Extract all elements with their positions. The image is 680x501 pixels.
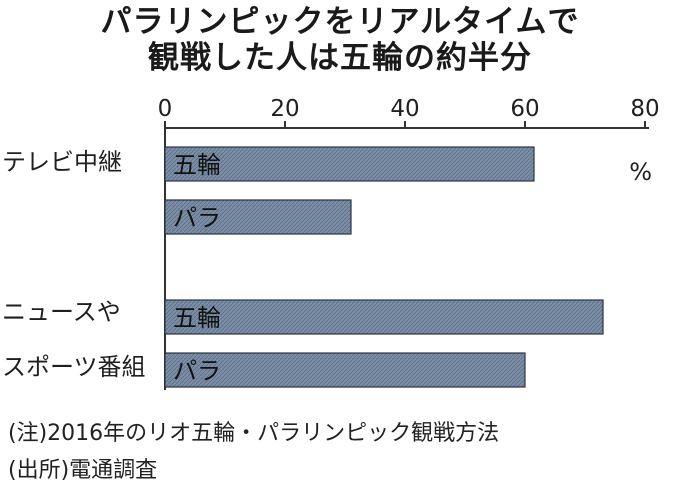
bar (164, 299, 604, 335)
category-label: スポーツ番組 (2, 353, 146, 381)
bar (164, 352, 526, 388)
x-tick-label: 0 (158, 96, 173, 122)
chart-title-line-1: パラリンピックをリアルタイムで (100, 4, 580, 40)
bar (164, 146, 535, 182)
x-tick-label: 60 (510, 96, 539, 122)
source-note: (出所)電通調査 (8, 458, 158, 483)
x-axis: 0 20 40 60 80 (158, 96, 660, 390)
footnote: (注)2016年のリオ五輪・パラリンピック観戦方法 (8, 421, 500, 446)
category-label: テレビ中継 (2, 148, 122, 176)
category-label: ニュースや (2, 298, 121, 326)
bar-label: 五輪 (173, 304, 221, 332)
x-tick-label: 80 (630, 96, 659, 122)
bar-label: パラ (173, 357, 221, 385)
x-tick-label: 20 (270, 96, 299, 122)
x-tick-label: 40 (390, 96, 419, 122)
bar-label: 五輪 (173, 151, 221, 179)
bar-label: パラ (173, 204, 221, 232)
bar (164, 199, 352, 235)
chart-title-line-2: 観戦した人は五輪の約半分 (148, 40, 532, 76)
unit-label: % (629, 158, 652, 186)
